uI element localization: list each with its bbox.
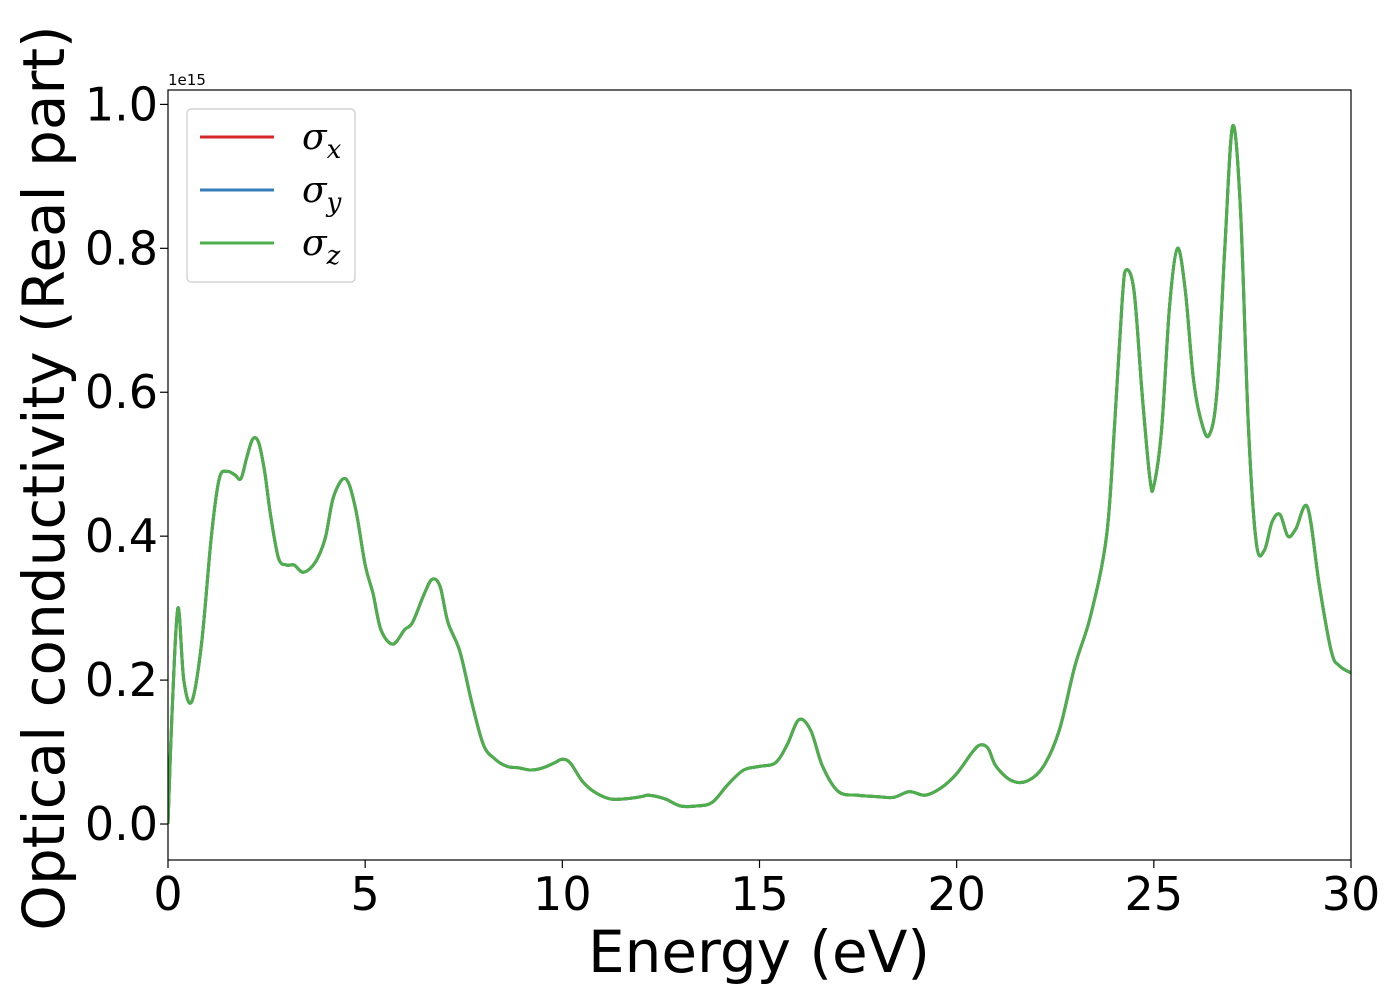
series-line-z	[168, 124, 1351, 825]
legend-symbol: σ	[302, 170, 328, 211]
legend-subscript: z	[326, 241, 341, 271]
legend-subscript: y	[326, 188, 342, 218]
y-offset-label: 1e15	[168, 71, 206, 89]
x-axis: 0 5 10 15 20 25 30	[153, 860, 1380, 921]
legend-frame	[186, 108, 356, 283]
legend-subscript: x	[327, 135, 342, 165]
y-tick-label: 0.0	[85, 797, 158, 851]
x-axis-title: Energy (eV)	[588, 918, 930, 986]
x-tick-label: 20	[927, 867, 986, 921]
y-tick-label: 1.0	[85, 77, 158, 131]
legend-symbol: σ	[302, 117, 328, 158]
y-axis-title: Optical conductivity (Real part)	[10, 25, 78, 930]
x-tick-label: 30	[1322, 867, 1381, 921]
y-tick-label: 0.2	[85, 653, 158, 707]
legend-label-y: σy	[302, 170, 342, 218]
y-tick-label: 0.8	[85, 221, 158, 275]
y-tick-label: 0.4	[85, 509, 158, 563]
series-layer	[168, 124, 1351, 825]
x-tick-label: 15	[730, 867, 789, 921]
y-tick-label: 0.6	[85, 365, 158, 419]
y-axis: 0.0 0.2 0.4 0.6 0.8 1.0	[85, 77, 168, 851]
x-tick-label: 10	[533, 867, 592, 921]
x-tick-label: 5	[351, 867, 380, 921]
legend-symbol: σ	[302, 223, 328, 264]
x-tick-label: 25	[1125, 867, 1184, 921]
legend-label-x: σx	[302, 117, 342, 165]
legend-label-z: σz	[302, 223, 341, 271]
plot-area	[168, 90, 1351, 860]
x-tick-label: 0	[153, 867, 182, 921]
